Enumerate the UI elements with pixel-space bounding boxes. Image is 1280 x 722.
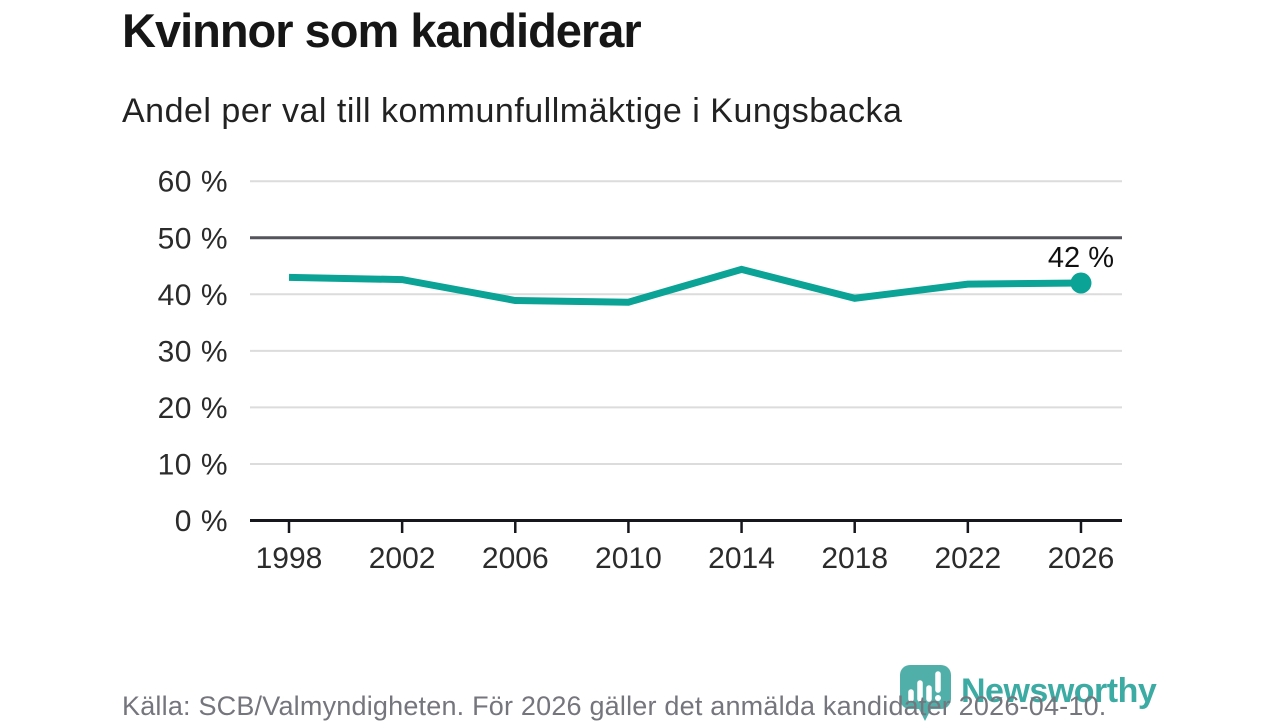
y-tick-label: 30 % — [158, 335, 228, 368]
chart-subtitle: Andel per val till kommunfullmäktige i K… — [122, 92, 903, 130]
x-tick-label: 2010 — [595, 542, 662, 575]
page-title: Kvinnor som kandiderar — [122, 4, 642, 57]
y-tick-label: 20 % — [158, 392, 228, 425]
x-tick-label: 2022 — [934, 542, 1001, 575]
y-tick-label: 10 % — [158, 448, 228, 481]
end-point-dot — [1070, 272, 1092, 294]
y-tick-label: 60 % — [158, 166, 228, 199]
logo-exclamation-dot — [935, 695, 941, 701]
end-point-label: 42 % — [1048, 242, 1114, 274]
y-tick-label: 0 % — [175, 505, 228, 538]
logo-bubble-tail — [918, 707, 932, 721]
y-tick-label: 40 % — [158, 279, 228, 312]
x-tick-label: 2006 — [482, 542, 549, 575]
x-tick-label: 2002 — [369, 542, 436, 575]
x-tick-label: 2018 — [821, 542, 888, 575]
x-tick-label: 1998 — [256, 542, 323, 575]
y-tick-label: 50 % — [158, 222, 228, 255]
series-line — [288, 265, 1082, 306]
source-note: Källa: SCB/Valmyndigheten. För 2026 gäll… — [122, 691, 1107, 721]
x-tick-label: 2026 — [1048, 542, 1115, 575]
x-tick-label: 2014 — [708, 542, 775, 575]
newsworthy-logo-icon — [900, 665, 951, 721]
newsworthy-wordmark: Newsworthy — [961, 672, 1157, 710]
